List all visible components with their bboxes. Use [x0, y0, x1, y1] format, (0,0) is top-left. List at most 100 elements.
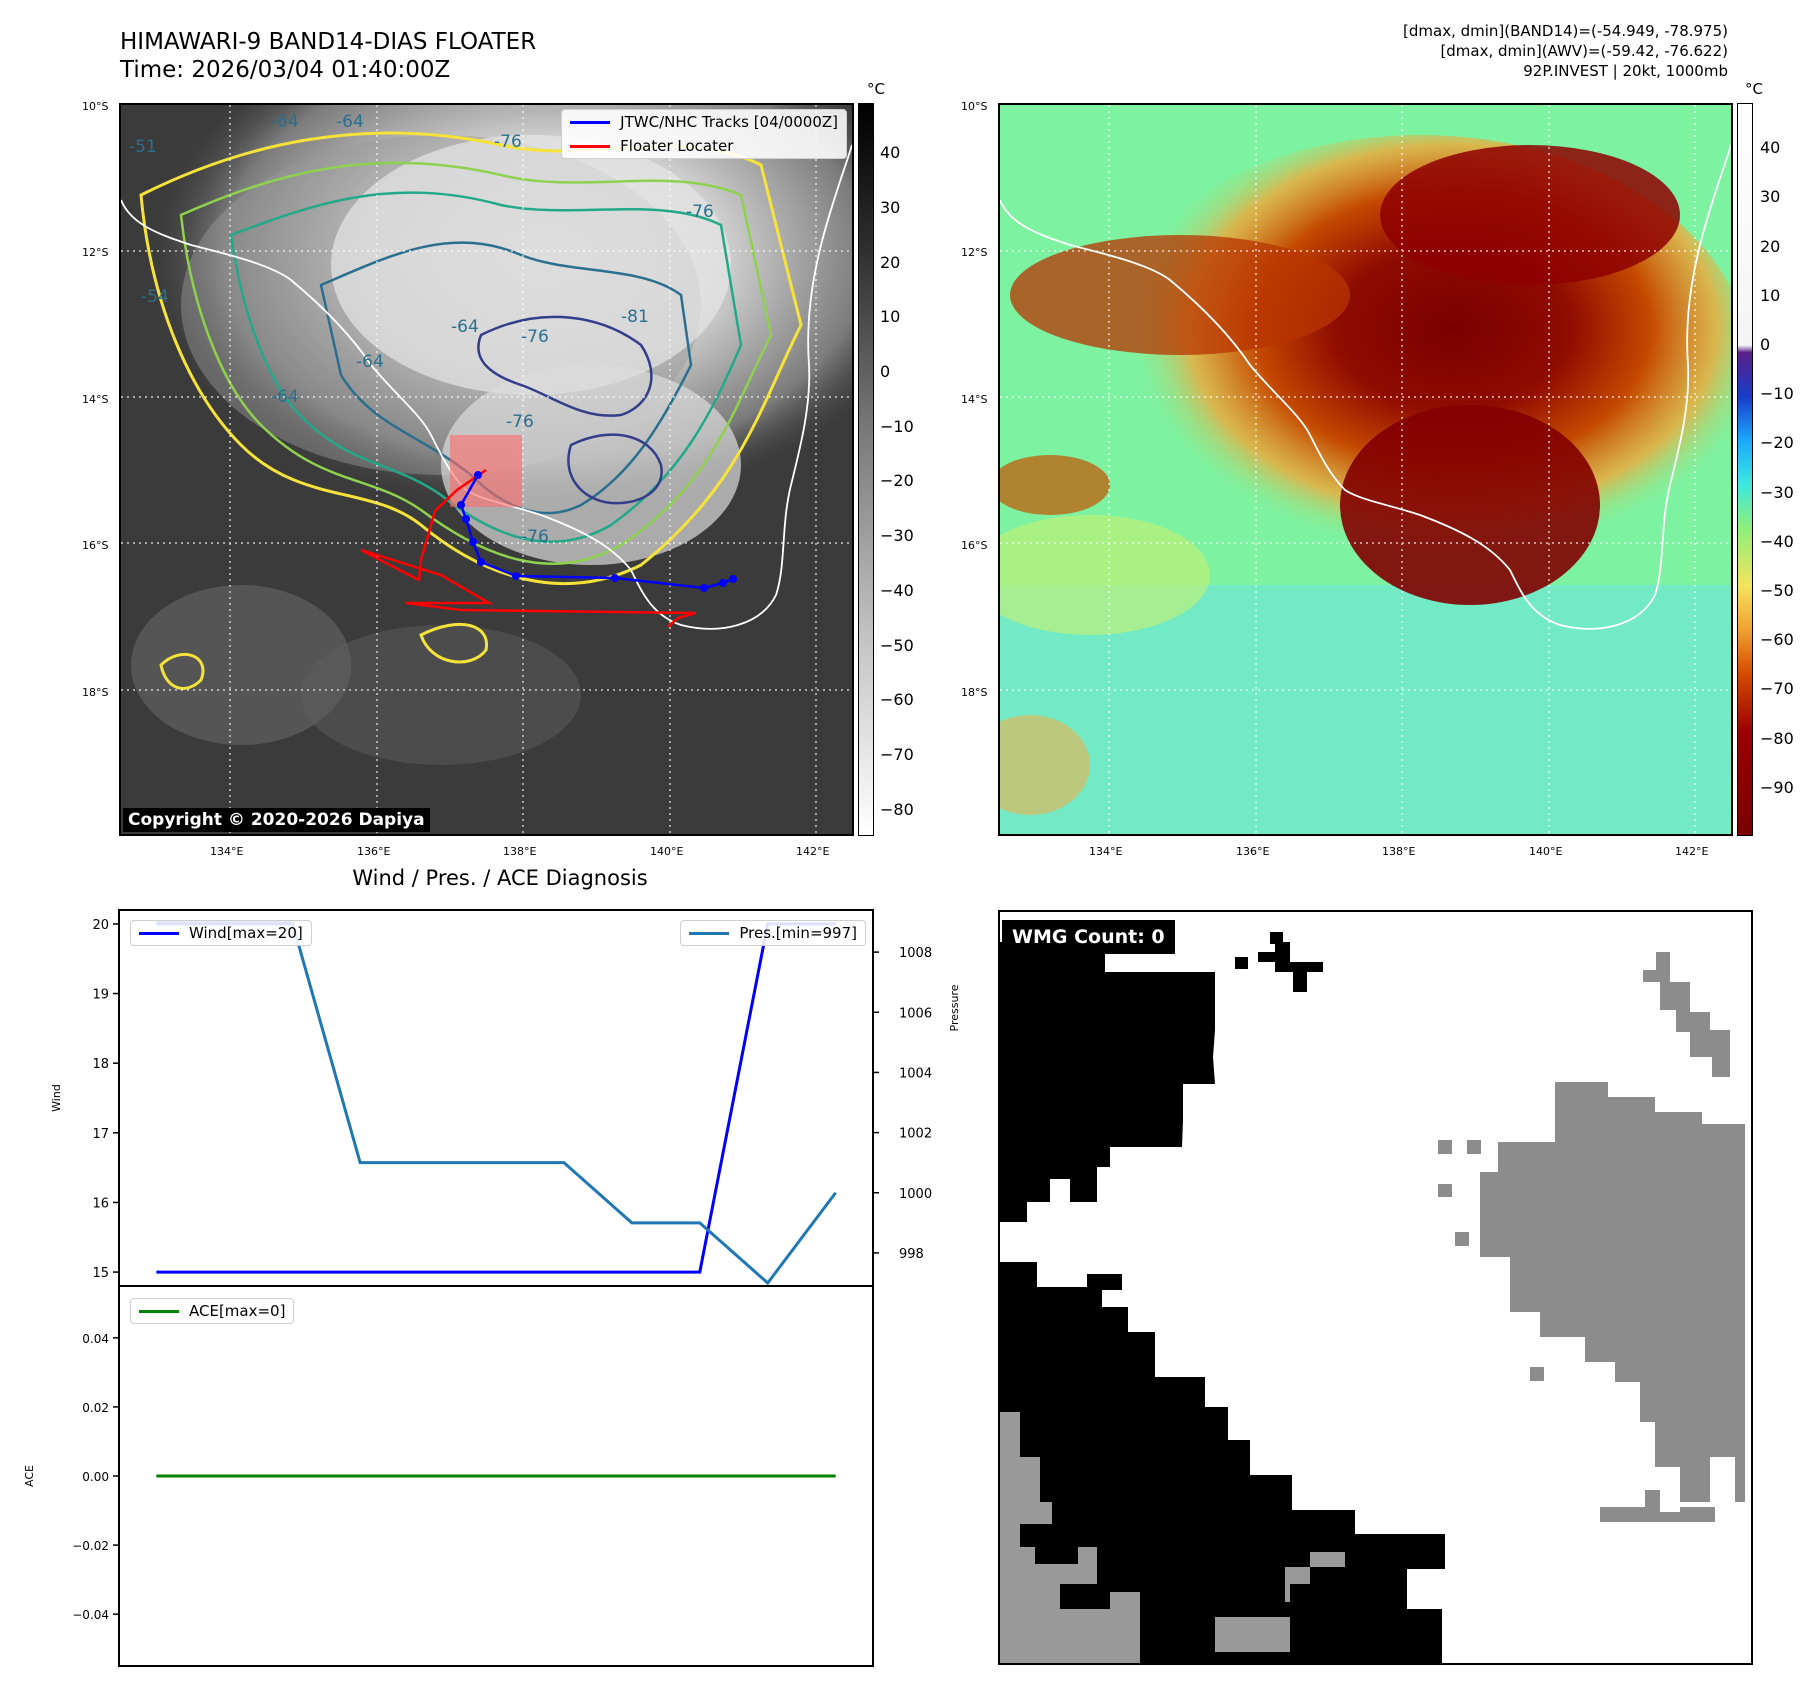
legend-label-floater: Floater Locater: [620, 137, 734, 155]
colorbar-tick: −70: [880, 744, 914, 764]
lon-label: 142°E: [1675, 845, 1709, 858]
lon-label: 134°E: [1089, 845, 1123, 858]
colorbar-unit-right: °C: [1745, 80, 1763, 98]
contour-label: -76: [521, 527, 549, 547]
diagnosis-chart: 20 19 18 17 16 15 1008 1006 1004 1002 1000 998 Wind P…: [23, 909, 961, 1667]
pres-legend: Pres.[min=997]: [680, 920, 866, 946]
contour-label: -64: [271, 387, 299, 407]
contour-label: -64: [451, 317, 479, 337]
lat-label: 18°S: [82, 686, 109, 699]
lat-label: 12°S: [82, 246, 109, 259]
lat-label: 14°S: [82, 393, 109, 406]
track-legend: JTWC/NHC Tracks [04/0000Z] Floater Locat…: [561, 109, 847, 159]
legend-label-jtwc: JTWC/NHC Tracks [04/0000Z]: [620, 113, 838, 131]
colorbar-tick: 10: [880, 307, 901, 327]
ace-tick-label: 0.04: [82, 1332, 109, 1346]
legend-swatch-floater: [570, 144, 611, 148]
ace-tick-label: −0.04: [72, 1608, 109, 1622]
lon-label: 134°E: [210, 845, 244, 858]
band14-map: -64 -64 -51 -76 -76 -64 -76 -81 -64 -76 -54 -64 -76 …: [119, 103, 854, 836]
colorbar-tick: −20: [1760, 433, 1794, 453]
colorbar-tick: −40: [1760, 531, 1794, 551]
contour-label: -51: [129, 137, 157, 157]
lon-label: 138°E: [503, 845, 537, 858]
info-band14-range: [dmax, dmin](BAND14)=(-54.949, -78.975): [1403, 22, 1728, 40]
colorbar-tick: 10: [1760, 285, 1781, 305]
pres-tick-label: 1002: [899, 1127, 932, 1142]
legend-label-wind: Wind[max=20]: [189, 924, 303, 942]
colorbar-unit-left: °C: [867, 80, 885, 98]
contour-label: -76: [686, 202, 714, 222]
legend-item-ace: ACE[max=0]: [131, 1299, 293, 1323]
contour-label: -54: [141, 287, 169, 307]
pres-tick-label: 1008: [899, 946, 932, 961]
wind-legend: Wind[max=20]: [130, 920, 312, 946]
colorbar-tick: −10: [1760, 384, 1794, 404]
lon-label: 140°E: [1529, 845, 1563, 858]
wind-tick-label: 17: [92, 1127, 109, 1142]
wmg-count-badge: WMG Count: 0: [1002, 920, 1175, 954]
colorbar-awv: [1737, 103, 1753, 836]
figure-time: Time: 2026/03/04 01:40:00Z: [120, 57, 451, 83]
colorbar-tick: −30: [880, 526, 914, 546]
awv-map: [998, 103, 1733, 836]
colorbar-tick: −80: [1760, 728, 1794, 748]
colorbar-tick: −60: [880, 690, 914, 710]
copyright-badge: Copyright © 2020-2026 Dapiya: [123, 808, 430, 832]
legend-swatch-wind: [139, 931, 179, 935]
colorbar-tick: −20: [880, 471, 914, 491]
awv-imagery: [1000, 105, 1731, 834]
lat-label: 12°S: [961, 246, 988, 259]
wind-tick-label: 19: [92, 988, 109, 1003]
contour-label: -64: [271, 112, 299, 132]
legend-item-wind: Wind[max=20]: [131, 921, 311, 945]
legend-label-ace: ACE[max=0]: [189, 1302, 286, 1320]
colorbar-tick: −50: [1760, 581, 1794, 601]
wmg-panel: WMG Count: 0: [998, 910, 1753, 1665]
lat-label: 14°S: [961, 393, 988, 406]
ace-tick-label: 0.00: [82, 1470, 109, 1484]
wmg-mask: [1000, 932, 1745, 1663]
lat-label: 18°S: [961, 686, 988, 699]
colorbar-tick: −30: [1760, 482, 1794, 502]
lon-label: 142°E: [796, 845, 830, 858]
lat-label: 10°S: [82, 100, 109, 113]
wind-series-line: [156, 922, 836, 1274]
pres-tick-label: 1006: [899, 1006, 932, 1021]
pres-tick-label: 1004: [899, 1066, 932, 1081]
lat-label: 10°S: [961, 100, 988, 113]
lon-label: 138°E: [1382, 845, 1416, 858]
contour-label: -64: [356, 352, 384, 372]
colorbar-tick: −60: [1760, 630, 1794, 650]
ace-axis-label: ACE: [23, 1465, 36, 1487]
colorbar-gray: [858, 103, 874, 836]
colorbar-tick: 40: [1760, 138, 1781, 158]
diagnosis-title-wrap: Wind / Pres. / ACE Diagnosis: [0, 866, 1000, 890]
lon-label: 140°E: [650, 845, 684, 858]
contour-label: -64: [336, 112, 364, 132]
contour-label: -81: [621, 307, 649, 327]
info-awv-range: [dmax, dmin](AWV)=(-59.42, -76.622): [1440, 42, 1728, 60]
lat-label: 16°S: [82, 539, 109, 552]
colorbar-tick: 30: [880, 197, 901, 217]
colorbar-tick: −50: [880, 635, 914, 655]
contour-label: -76: [506, 412, 534, 432]
wind-tick-label: 18: [92, 1057, 109, 1072]
colorbar-tick: 40: [880, 143, 901, 163]
colorbar-tick: −90: [1760, 777, 1794, 797]
colorbar-tick: −10: [880, 416, 914, 436]
legend-item-jtwc: JTWC/NHC Tracks [04/0000Z]: [562, 110, 846, 134]
colorbar-tick: 0: [880, 362, 891, 382]
legend-swatch-pres: [689, 931, 730, 935]
contour-label: -76: [521, 327, 549, 347]
colorbar-tick: 20: [880, 252, 901, 272]
legend-item-pres: Pres.[min=997]: [681, 921, 865, 945]
diagnosis-title: Wind / Pres. / ACE Diagnosis: [352, 866, 648, 890]
ace-tick-label: 0.02: [82, 1401, 109, 1415]
wind-tick-label: 15: [92, 1266, 109, 1281]
colorbar-tick: 30: [1760, 187, 1781, 207]
pres-axis-label: Pressure: [948, 984, 961, 1031]
legend-swatch-ace: [139, 1309, 179, 1313]
lat-label: 16°S: [961, 539, 988, 552]
pres-tick-label: 998: [899, 1247, 924, 1262]
